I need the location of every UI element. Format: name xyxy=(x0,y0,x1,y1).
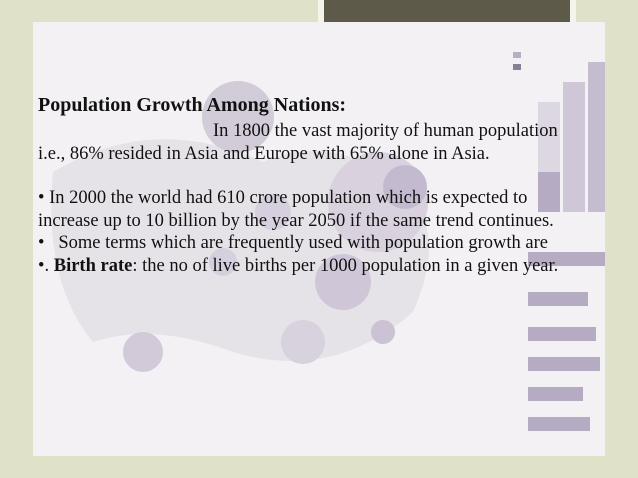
background-infographic xyxy=(33,22,605,456)
bullet-text: : the no of live births per 1000 populat… xyxy=(132,255,559,276)
bullet-marker: • xyxy=(38,233,45,253)
bullet-marker: •. xyxy=(38,255,50,276)
content-panel xyxy=(33,22,605,456)
slide-text: Population Growth Among Nations: In 1800… xyxy=(38,92,570,277)
intro-paragraph: In 1800 the vast majority of human popul… xyxy=(38,121,558,164)
bullet: • In 2000 the world had 610 crore popula… xyxy=(38,187,570,232)
bullet-term: Birth rate xyxy=(53,255,133,276)
bullet-text: Some terms which are frequently used wit… xyxy=(58,233,548,253)
bullet: • Some terms which are frequently used w… xyxy=(38,232,570,255)
bullet-marker: • xyxy=(38,188,45,208)
slide-title: Population Growth Among Nations: xyxy=(38,94,347,116)
bullet-text: In 2000 the world had 610 crore populati… xyxy=(38,188,554,231)
bullet: •. Birth rate: the no of live births per… xyxy=(38,255,570,278)
